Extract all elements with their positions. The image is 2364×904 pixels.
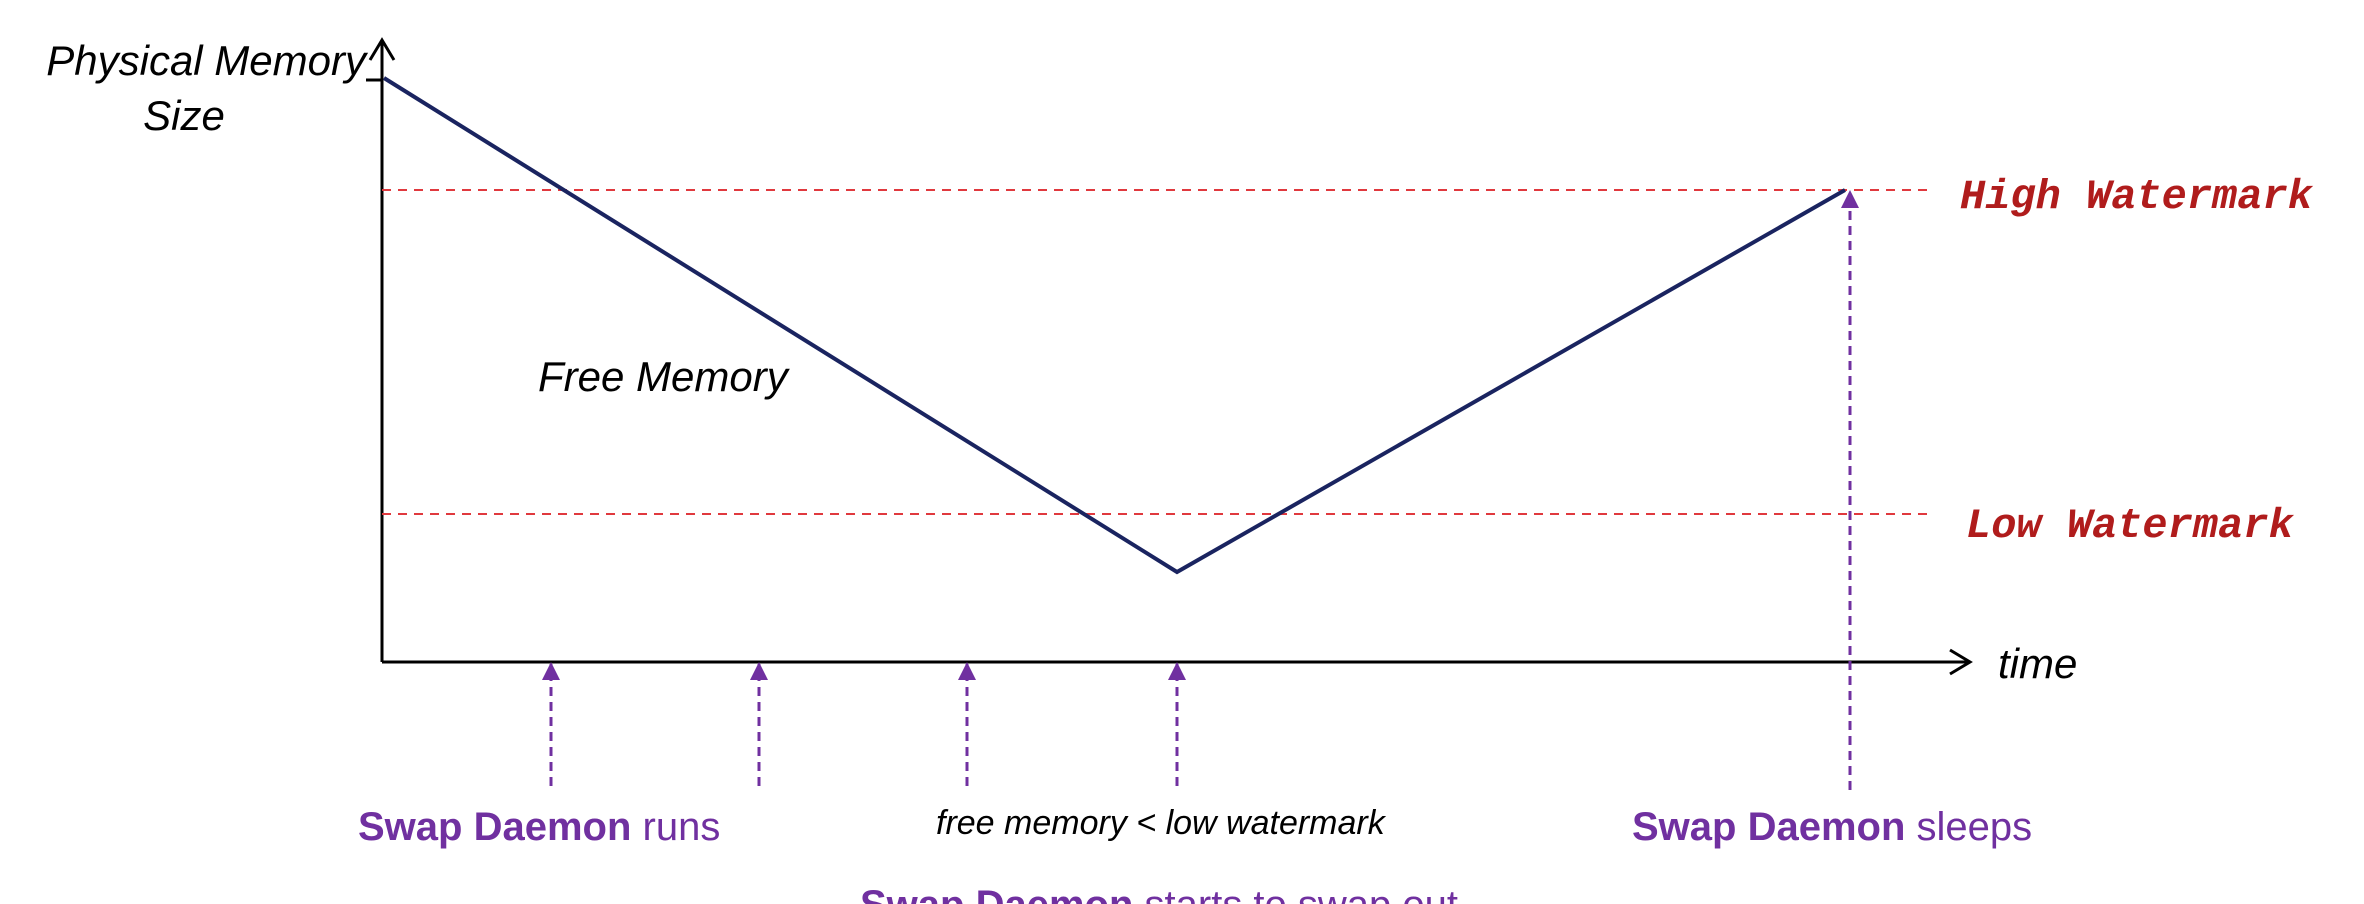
daemon-start-arrowhead (1168, 662, 1186, 680)
condition-label: free memory < low watermark (936, 804, 1387, 842)
x-axis-label: time (1998, 640, 2077, 687)
daemon-run-arrowhead-3 (958, 662, 976, 680)
swap-daemon-sleeps-label: Swap Daemon sleeps (1632, 805, 2032, 849)
swap-daemon-starts-label: Swap Daemon starts to swap out (860, 883, 1458, 904)
high-watermark-label: High Watermark (1960, 173, 2314, 221)
daemon-run-arrowhead-1 (542, 662, 560, 680)
swap-daemon-runs-label: Swap Daemon runs (358, 805, 720, 849)
daemon-run-arrowhead-2 (750, 662, 768, 680)
low-watermark-label: Low Watermark (1966, 502, 2294, 550)
y-axis-label-line1: Physical Memory (46, 37, 369, 84)
daemon-sleep-arrowhead (1841, 190, 1859, 208)
free-memory-curve (382, 76, 1846, 575)
x-axis-arrowhead (1949, 648, 1973, 676)
free-memory-label: Free Memory (538, 353, 791, 400)
y-axis-label-line2: Size (143, 92, 225, 139)
y-axis-arrowhead (368, 37, 396, 61)
